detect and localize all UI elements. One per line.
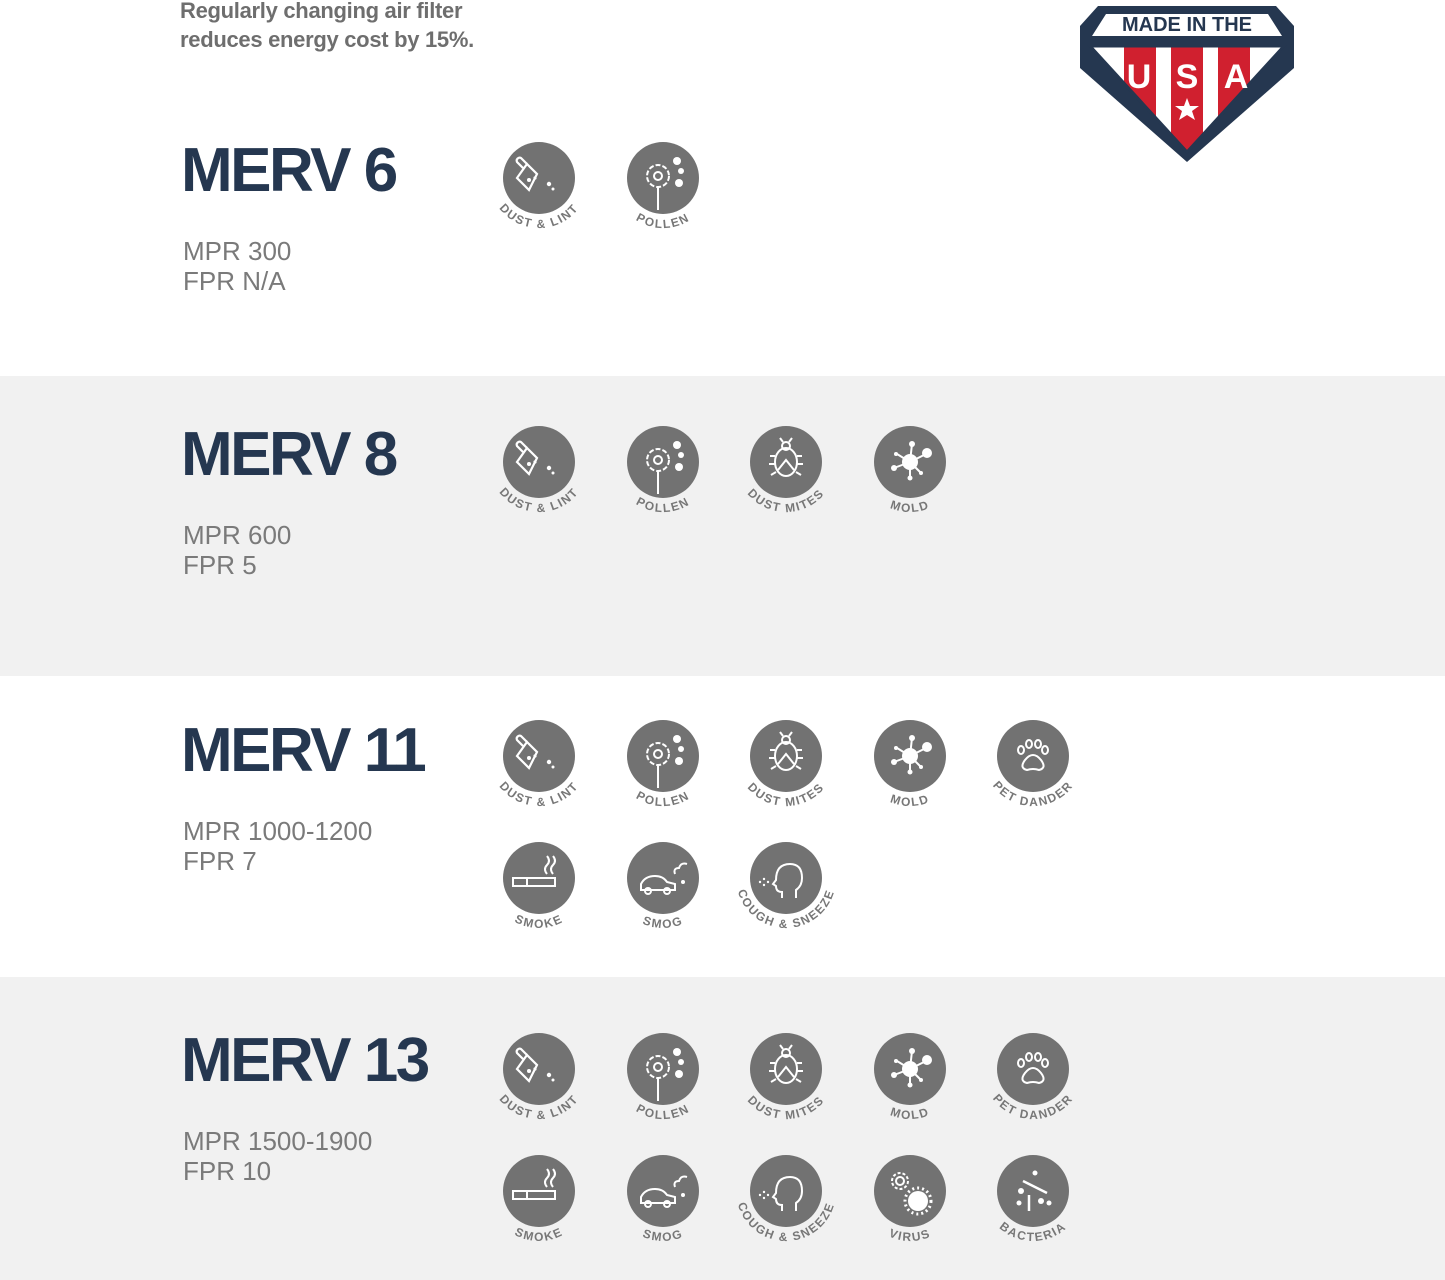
filter-ratings: MPR 600 FPR 5	[183, 520, 291, 580]
icon-label-text: SMOKE	[513, 912, 564, 932]
dust-mites-icon: DUST MITES	[726, 712, 846, 822]
made-in-usa-logo: MADE IN THE U S A	[1080, 6, 1294, 162]
smog-icon: SMOG	[603, 834, 723, 944]
icon-label: SMOKE	[513, 1225, 565, 1245]
filter-ratings: MPR 300 FPR N/A	[183, 236, 291, 296]
dust-mites-icon: DUST MITES	[726, 418, 846, 528]
svg-text:MADE IN THE: MADE IN THE	[1122, 14, 1252, 36]
mold-icon: MOLD	[850, 1025, 970, 1135]
svg-text:U: U	[1127, 58, 1152, 96]
virus-icon: VIRUS	[850, 1147, 970, 1257]
merv-title: MERV 8	[181, 420, 398, 489]
filter-ratings: MPR 1000-1200 FPR 7	[183, 816, 372, 876]
pollen-icon: POLLEN	[603, 418, 723, 528]
icon-label-text: MOLD	[889, 498, 930, 516]
filter-ratings: MPR 1500-1900 FPR 10	[183, 1126, 372, 1186]
intro-line-1: Regularly changing air filter	[180, 0, 463, 23]
svg-text:A: A	[1224, 58, 1249, 96]
fpr-rating: FPR N/A	[183, 266, 286, 296]
section-merv-11	[0, 676, 1445, 977]
mpr-rating: MPR 1500-1900	[183, 1126, 373, 1156]
icon-label: MOLD	[889, 792, 932, 810]
dust-lint-icon: DUST & LINT	[479, 418, 599, 528]
mold-icon: MOLD	[850, 712, 970, 822]
svg-text:S: S	[1176, 58, 1199, 96]
bacteria-icon: BACTERIA	[973, 1147, 1093, 1257]
fpr-rating: FPR 5	[183, 550, 257, 580]
intro-text: Regularly changing air filter reduces en…	[180, 0, 474, 54]
mpr-rating: MPR 300	[183, 236, 292, 266]
icon-label: POLLEN	[634, 210, 692, 231]
dust-mites-icon: DUST MITES	[726, 1025, 846, 1135]
icon-label: POLLEN	[634, 788, 692, 809]
icon-label: MOLD	[889, 1105, 932, 1123]
merv-title: MERV 11	[181, 716, 427, 785]
mold-icon: MOLD	[850, 418, 970, 528]
pollen-icon: POLLEN	[603, 1025, 723, 1135]
icon-label-text: VIRUS	[887, 1226, 931, 1244]
smoke-icon: SMOKE	[479, 834, 599, 944]
icon-label: POLLEN	[634, 1101, 692, 1122]
icon-label-text: MOLD	[889, 792, 930, 810]
dust-lint-icon: DUST & LINT	[479, 1025, 599, 1135]
icon-label: SMOKE	[513, 912, 565, 932]
icon-label: VIRUS	[887, 1226, 932, 1244]
fpr-rating: FPR 10	[183, 1156, 272, 1186]
icon-label: POLLEN	[634, 494, 692, 515]
cough-sneeze-icon: COUGH & SNEEZE	[726, 1147, 846, 1257]
fpr-rating: FPR 7	[183, 846, 257, 876]
section-merv-8	[0, 376, 1445, 676]
smoke-icon: SMOKE	[479, 1147, 599, 1257]
pet-dander-icon: PET DANDER	[973, 1025, 1093, 1135]
icon-label: SMOG	[641, 1226, 685, 1244]
icon-label-text: SMOG	[641, 913, 683, 931]
pollen-icon: POLLEN	[603, 712, 723, 822]
pet-dander-icon: PET DANDER	[973, 712, 1093, 822]
smog-icon: SMOG	[603, 1147, 723, 1257]
icon-label-text: POLLEN	[634, 1101, 690, 1122]
mpr-rating: MPR 600	[183, 520, 292, 550]
dust-lint-icon: DUST & LINT	[479, 712, 599, 822]
cough-sneeze-icon: COUGH & SNEEZE	[726, 834, 846, 944]
pollen-icon: POLLEN	[603, 134, 723, 244]
merv-title: MERV 13	[181, 1026, 430, 1095]
icon-label-text: POLLEN	[634, 494, 690, 515]
icon-label: MOLD	[889, 498, 932, 516]
icon-label-text: MOLD	[889, 1105, 930, 1123]
icon-label-text: POLLEN	[634, 210, 690, 231]
mpr-rating: MPR 1000-1200	[183, 816, 373, 846]
icon-label-text: SMOKE	[513, 1225, 564, 1245]
icon-label-text: SMOG	[641, 1226, 683, 1244]
dust-lint-icon: DUST & LINT	[479, 134, 599, 244]
intro-line-2: reduces energy cost by 15%.	[180, 27, 474, 52]
icon-label: SMOG	[641, 913, 685, 931]
merv-title: MERV 6	[181, 136, 398, 205]
section-merv-13	[0, 977, 1445, 1280]
icon-label-text: POLLEN	[634, 788, 690, 809]
